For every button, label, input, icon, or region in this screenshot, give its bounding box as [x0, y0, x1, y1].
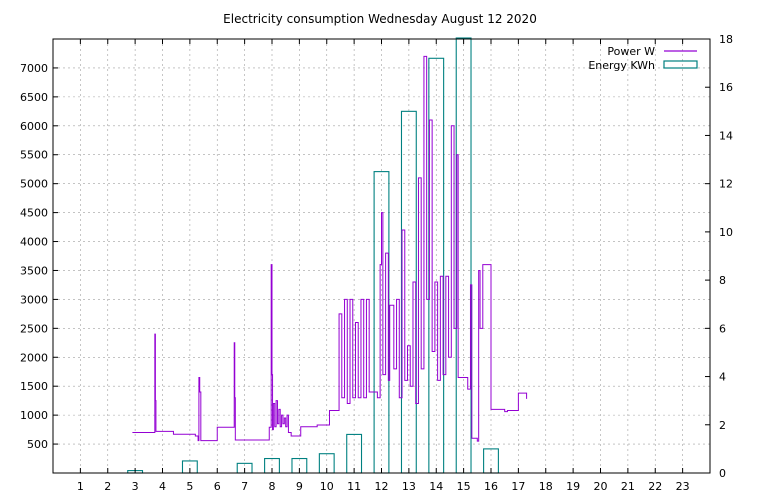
legend: Power W Energy KWh — [588, 45, 698, 72]
y-left-tick-label: 5000 — [20, 178, 48, 191]
legend-label-energy: Energy KWh — [588, 59, 655, 72]
y-right-tick-label: 6 — [719, 322, 726, 335]
y-right-tick-label: 0 — [719, 467, 726, 480]
x-tick-label: 17 — [511, 480, 525, 493]
energy-series — [127, 37, 499, 474]
y-left-tick-label: 7000 — [20, 62, 48, 75]
x-tick-label: 5 — [186, 480, 193, 493]
y-left-tick-label: 1500 — [20, 380, 48, 393]
x-tick-label: 3 — [132, 480, 139, 493]
power-line — [132, 55, 528, 442]
x-tick-label: 1 — [77, 480, 84, 493]
y-right-tick-label: 10 — [719, 226, 733, 239]
power-series — [132, 55, 528, 442]
x-tick-label: 21 — [621, 480, 635, 493]
legend-swatch-energy — [663, 60, 698, 69]
x-tick-label: 15 — [457, 480, 471, 493]
x-tick-label: 14 — [429, 480, 443, 493]
y-left-tick-label: 6500 — [20, 91, 48, 104]
x-tick-label: 9 — [296, 480, 303, 493]
x-tick-label: 18 — [539, 480, 553, 493]
x-tick-label: 20 — [594, 480, 608, 493]
y-left-tick-label: 2500 — [20, 322, 48, 335]
x-tick-label: 19 — [566, 480, 580, 493]
y-right-tick-label: 16 — [719, 81, 733, 94]
y-right-tick-label: 14 — [719, 129, 733, 142]
x-tick-label: 10 — [320, 480, 334, 493]
y-right-tick-label: 2 — [719, 419, 726, 432]
y-left-tick-label: 3000 — [20, 293, 48, 306]
y-right-tick-label: 12 — [719, 178, 733, 191]
x-tick-label: 23 — [676, 480, 690, 493]
y-right-tick-label: 18 — [719, 33, 733, 46]
x-tick-label: 7 — [241, 480, 248, 493]
legend-label-power: Power W — [607, 45, 655, 58]
x-tick-label: 13 — [402, 480, 416, 493]
axis-ticks: 1 2 3 4 5 6 7 8 9 10 11 12 13 14 15 16 17 18 19 20 21 22 23500… — [20, 33, 733, 493]
y-right-tick-label: 8 — [719, 274, 726, 287]
chart-title: Electricity consumption Wednesday August… — [223, 12, 537, 26]
x-tick-label: 22 — [648, 480, 662, 493]
x-tick-label: 6 — [214, 480, 221, 493]
x-tick-label: 16 — [484, 480, 498, 493]
x-tick-label: 11 — [347, 480, 361, 493]
y-left-tick-label: 500 — [27, 438, 48, 451]
y-right-tick-label: 4 — [719, 371, 726, 384]
y-left-tick-label: 4000 — [20, 236, 48, 249]
y-left-tick-label: 3500 — [20, 264, 48, 277]
y-left-tick-label: 4500 — [20, 207, 48, 220]
y-left-tick-label: 1000 — [20, 409, 48, 422]
y-left-tick-label: 2000 — [20, 351, 48, 364]
x-tick-label: 4 — [159, 480, 166, 493]
x-tick-label: 12 — [375, 480, 389, 493]
y-left-tick-label: 6000 — [20, 120, 48, 133]
x-tick-label: 8 — [269, 480, 276, 493]
x-tick-label: 2 — [104, 480, 111, 493]
y-left-tick-label: 5500 — [20, 149, 48, 162]
